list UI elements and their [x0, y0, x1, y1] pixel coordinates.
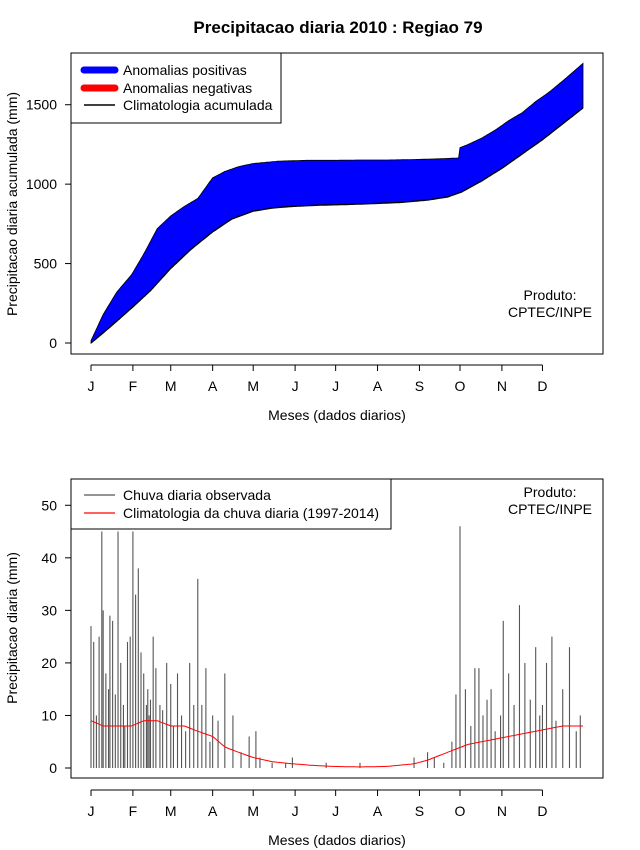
y-tick-label: 50	[41, 497, 57, 513]
x-tick-label: M	[247, 378, 259, 394]
daily-legend: Chuva diaria observada Climatologia da c…	[70, 478, 392, 530]
y-tick-label: 20	[41, 655, 57, 671]
daily-y-axis: 0 10 20 30 40 50	[41, 497, 72, 776]
cumulative-y-axis: 0 500 1000 1500	[26, 97, 72, 351]
y-tick-label: 40	[41, 550, 57, 566]
x-tick-label: N	[497, 378, 507, 394]
x-tick-label: M	[247, 803, 259, 819]
cumulative-legend: Anomalias positivas Anomalias negativas …	[70, 52, 282, 124]
y-tick-label: 30	[41, 602, 57, 618]
x-tick-label: J	[292, 378, 299, 394]
cumulative-note-line-1: Produto:	[524, 287, 577, 303]
legend-label-negative: Anomalias negativas	[123, 80, 252, 96]
x-tick-label: A	[208, 803, 218, 819]
x-tick-label: S	[415, 803, 424, 819]
daily-note-line-2: CPTEC/INPE	[508, 501, 592, 517]
legend-label-climatology: Climatologia acumulada	[123, 97, 273, 113]
x-tick-label: N	[497, 803, 507, 819]
y-tick-label: 500	[34, 256, 58, 272]
daily-x-label: Meses (dados diarios)	[268, 832, 406, 848]
cumulative-plot-area	[90, 62, 584, 344]
cumulative-note-line-2: CPTEC/INPE	[508, 304, 592, 320]
y-tick-label: 0	[49, 760, 57, 776]
x-tick-label: D	[537, 803, 547, 819]
x-tick-label: J	[332, 803, 339, 819]
x-tick-label: O	[455, 803, 466, 819]
x-tick-label: A	[373, 378, 383, 394]
y-tick-label: 1500	[26, 97, 57, 113]
legend-label-observed: Chuva diaria observada	[123, 487, 271, 503]
cumulative-x-label: Meses (dados diarios)	[268, 407, 406, 423]
x-tick-label: O	[455, 378, 466, 394]
y-tick-label: 0	[49, 335, 57, 351]
legend-label-positive: Anomalias positivas	[123, 62, 247, 78]
x-tick-label: J	[88, 378, 95, 394]
x-tick-label: M	[165, 803, 177, 819]
x-tick-label: J	[332, 378, 339, 394]
x-tick-label: A	[373, 803, 383, 819]
chart-title: Precipitacao diaria 2010 : Regiao 79	[193, 18, 482, 37]
x-tick-label: A	[208, 378, 218, 394]
daily-legend-box	[70, 478, 392, 530]
x-tick-label: J	[88, 803, 95, 819]
y-tick-label: 1000	[26, 176, 57, 192]
x-tick-label: F	[129, 803, 138, 819]
climatology-daily-line	[90, 720, 583, 768]
climatology-cumulative-line	[90, 107, 584, 344]
x-tick-label: F	[129, 378, 138, 394]
y-tick-label: 10	[41, 707, 57, 723]
x-tick-label: M	[165, 378, 177, 394]
daily-plot-area	[90, 526, 583, 768]
x-tick-label: S	[415, 378, 424, 394]
x-tick-label: D	[537, 378, 547, 394]
x-tick-label: J	[292, 803, 299, 819]
legend-label-clim-daily: Climatologia da chuva diaria (1997-2014)	[123, 505, 379, 521]
cumulative-y-label: Precipitacao diaria acumulada (mm)	[4, 92, 20, 316]
daily-y-label: Precipitacao diaria (mm)	[4, 552, 20, 704]
daily-note-line-1: Produto:	[524, 484, 577, 500]
